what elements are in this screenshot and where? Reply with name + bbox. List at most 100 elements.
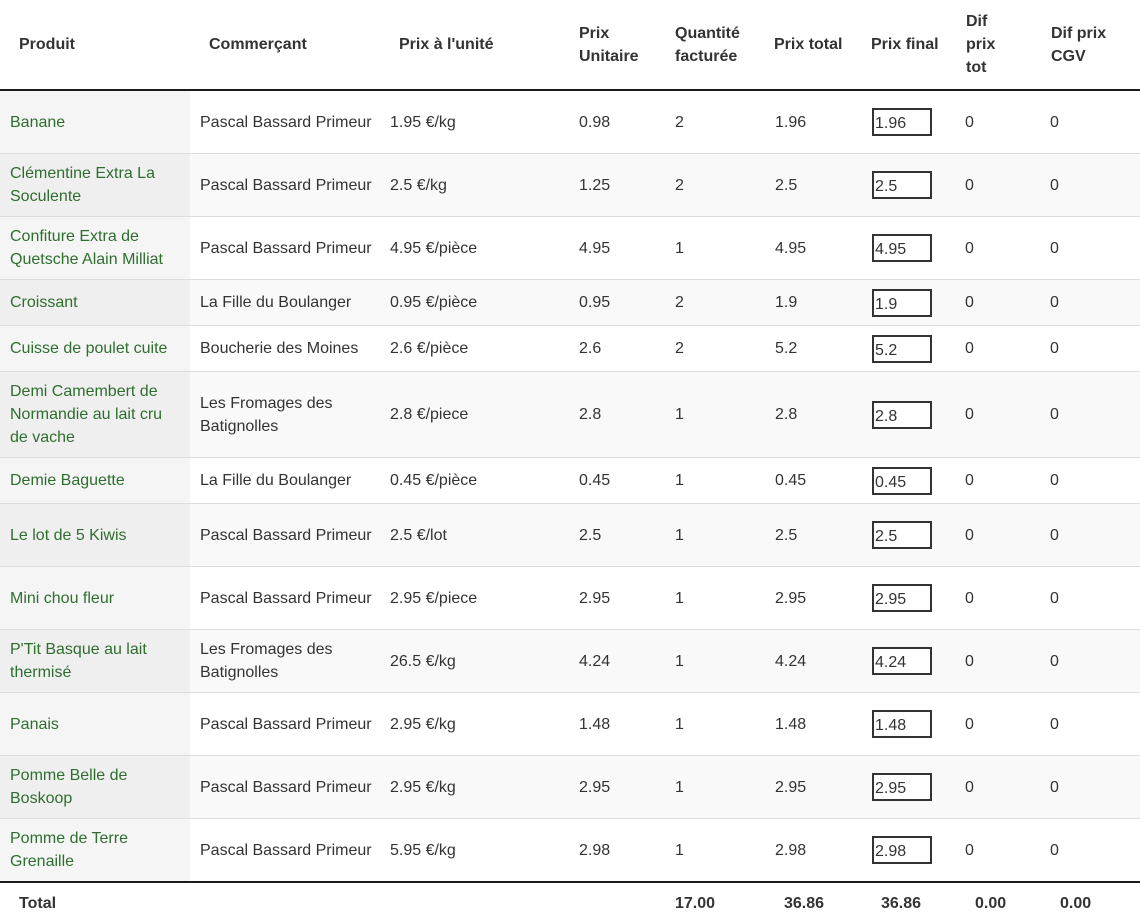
- cell-prix-unitaire: 4.24: [570, 629, 666, 693]
- prix-final-input[interactable]: 4.24: [872, 647, 932, 675]
- cell-dif-tot: 0: [956, 629, 1041, 693]
- header-produit: Produit: [0, 0, 190, 91]
- prix-final-input[interactable]: 1.96: [872, 108, 932, 136]
- cell-quantite: 1: [666, 457, 766, 504]
- cell-commercant: Les Fromages des Batignolles: [190, 629, 380, 693]
- cell-prix-unite: 0.45 €/pièce: [380, 457, 570, 504]
- cell-prix-final: 1.48: [861, 692, 956, 756]
- cell-prix-final: 4.95: [861, 216, 956, 280]
- prix-final-input[interactable]: 2.8: [872, 400, 932, 429]
- totals-quantite: 17.00: [666, 881, 766, 923]
- cell-quantite: 2: [666, 325, 766, 372]
- cell-prix-unitaire: 2.95: [570, 755, 666, 819]
- header-dif-prix-cgv: Dif prix CGV: [1041, 0, 1140, 91]
- cell-prix-unitaire: 1.48: [570, 692, 666, 756]
- prix-final-input[interactable]: 0.45: [872, 466, 932, 495]
- cell-prix-unitaire: 1.25: [570, 153, 666, 217]
- cell-prix-total: 1.96: [775, 113, 807, 131]
- table-body: Banane Pascal Bassard Primeur 1.95 €/kg 0.9…: [0, 90, 1140, 882]
- cell-prix-unitaire: 2.5: [570, 503, 666, 567]
- cell-dif-cgv: 0: [1041, 818, 1140, 882]
- cell-dif-tot: 0: [956, 692, 1041, 756]
- cell-produit: Panais: [0, 692, 190, 756]
- table-header: Produit Commerçant Prix à l'unité Prix U…: [0, 0, 1140, 91]
- prix-final-input[interactable]: 2.95: [872, 584, 932, 612]
- table-footer: Total 17.00 36.86 36.86 0.00 0.00: [0, 881, 1140, 923]
- cell-commercant: Pascal Bassard Primeur: [190, 755, 380, 819]
- table-row: P'Tit Basque au lait thermisé Les Fromage…: [0, 629, 1140, 693]
- cell-prix-final: 2.8: [861, 371, 956, 458]
- cell-commercant: Pascal Bassard Primeur: [190, 503, 380, 567]
- prix-final-input[interactable]: 2.5: [872, 521, 932, 549]
- prix-final-input[interactable]: 4.95: [872, 234, 932, 262]
- cell-prix-total: 2.5: [766, 503, 861, 567]
- cell-commercant: Pascal Bassard Primeur: [190, 566, 380, 630]
- cell-prix-total: 2.95: [766, 566, 861, 630]
- cell-quantite: 2: [675, 113, 684, 131]
- cell-quantite: 2: [666, 153, 766, 217]
- cell-prix-unitaire: 4.95: [570, 216, 666, 280]
- cell-prix-unitaire: 2.95: [570, 566, 666, 630]
- cell-dif-cgv: 0: [1041, 371, 1140, 458]
- cell-prix-total: 2.8: [766, 371, 861, 458]
- cell-produit: Demie Baguette: [0, 457, 190, 504]
- cell-quantite: 1: [666, 755, 766, 819]
- cell-prix-total: 1.48: [766, 692, 861, 756]
- cell-produit: Mini chou fleur: [0, 566, 190, 630]
- prix-final-input[interactable]: 2.95: [872, 773, 932, 801]
- cell-quantite: 1: [666, 216, 766, 280]
- cell-commercant: Pascal Bassard Primeur: [200, 113, 372, 131]
- table-row: Pomme de Terre Grenaille Pascal Bassard P…: [0, 818, 1140, 882]
- table-row: Confiture Extra de Quetsche Alain Millia…: [0, 216, 1140, 280]
- cell-produit: P'Tit Basque au lait thermisé: [0, 629, 190, 693]
- cell-prix-unitaire: 2.8: [570, 371, 666, 458]
- cell-prix-total: 0.45: [766, 457, 861, 504]
- cell-produit: Pomme Belle de Boskoop: [0, 755, 190, 819]
- cell-dif-tot: 0: [956, 216, 1041, 280]
- cell-commercant: Les Fromages des Batignolles: [190, 371, 380, 458]
- prix-final-input[interactable]: 1.9: [872, 288, 932, 317]
- cell-commercant: Pascal Bassard Primeur: [190, 818, 380, 882]
- cell-prix-final: 2.5: [861, 153, 956, 217]
- prix-final-input[interactable]: 5.2: [872, 334, 932, 363]
- totals-prix-total: 36.86: [766, 881, 861, 923]
- cell-prix-unite: 2.8 €/piece: [380, 371, 570, 458]
- cell-prix-final: 1.96: [861, 90, 956, 154]
- table-row: Panais Pascal Bassard Primeur 2.95 €/kg 1.4…: [0, 692, 1140, 756]
- cell-produit: Le lot de 5 Kiwis: [0, 503, 190, 567]
- totals-row: Total 17.00 36.86 36.86 0.00 0.00: [0, 881, 1140, 923]
- cell-dif-cgv: 0: [1041, 153, 1140, 217]
- table-row: Le lot de 5 Kiwis Pascal Bassard Primeur 2…: [0, 503, 1140, 567]
- header-dif-prix-tot: Dif prix tot: [956, 0, 1041, 91]
- prix-final-input[interactable]: 2.5: [872, 171, 932, 199]
- cell-prix-unite: 0.95 €/pièce: [380, 279, 570, 326]
- prix-final-input[interactable]: 1.48: [872, 710, 932, 738]
- cell-prix-unite: 4.95 €/pièce: [380, 216, 570, 280]
- cell-produit: Confiture Extra de Quetsche Alain Millia…: [0, 216, 190, 280]
- cell-dif-cgv: 0: [1041, 566, 1140, 630]
- header-prix-unite: Prix à l'unité: [380, 0, 570, 91]
- cell-dif-tot: 0: [965, 113, 974, 131]
- cell-commercant: Pascal Bassard Primeur: [190, 153, 380, 217]
- cell-dif-tot: 0: [956, 153, 1041, 217]
- cell-produit: Clémentine Extra La Soculente: [0, 153, 190, 217]
- table-row: Croissant La Fille du Boulanger 0.95 €/piè…: [0, 279, 1140, 326]
- cell-prix-unitaire: 0.98: [579, 113, 611, 131]
- cell-prix-total: 2.95: [766, 755, 861, 819]
- cell-dif-tot: 0: [956, 325, 1041, 372]
- cell-quantite: 1: [666, 503, 766, 567]
- totals-empty-prix-unite: [380, 881, 570, 923]
- cell-dif-tot: 0: [956, 566, 1041, 630]
- cell-dif-tot: 0: [956, 503, 1041, 567]
- cell-dif-cgv: 0: [1041, 279, 1140, 326]
- cell-produit: Banane: [0, 90, 190, 154]
- cell-commercant: Pascal Bassard Primeur: [190, 216, 380, 280]
- cell-dif-cgv: 0: [1041, 692, 1140, 756]
- cell-prix-unite: 2.95 €/kg: [380, 755, 570, 819]
- cell-prix-final: 2.98: [861, 818, 956, 882]
- totals-prix-final: 36.86: [861, 881, 956, 923]
- cell-prix-unite: 2.5 €/kg: [380, 153, 570, 217]
- cell-prix-total: 1.9: [766, 279, 861, 326]
- cell-prix-final: 5.2: [861, 325, 956, 372]
- prix-final-input[interactable]: 2.98: [872, 836, 932, 864]
